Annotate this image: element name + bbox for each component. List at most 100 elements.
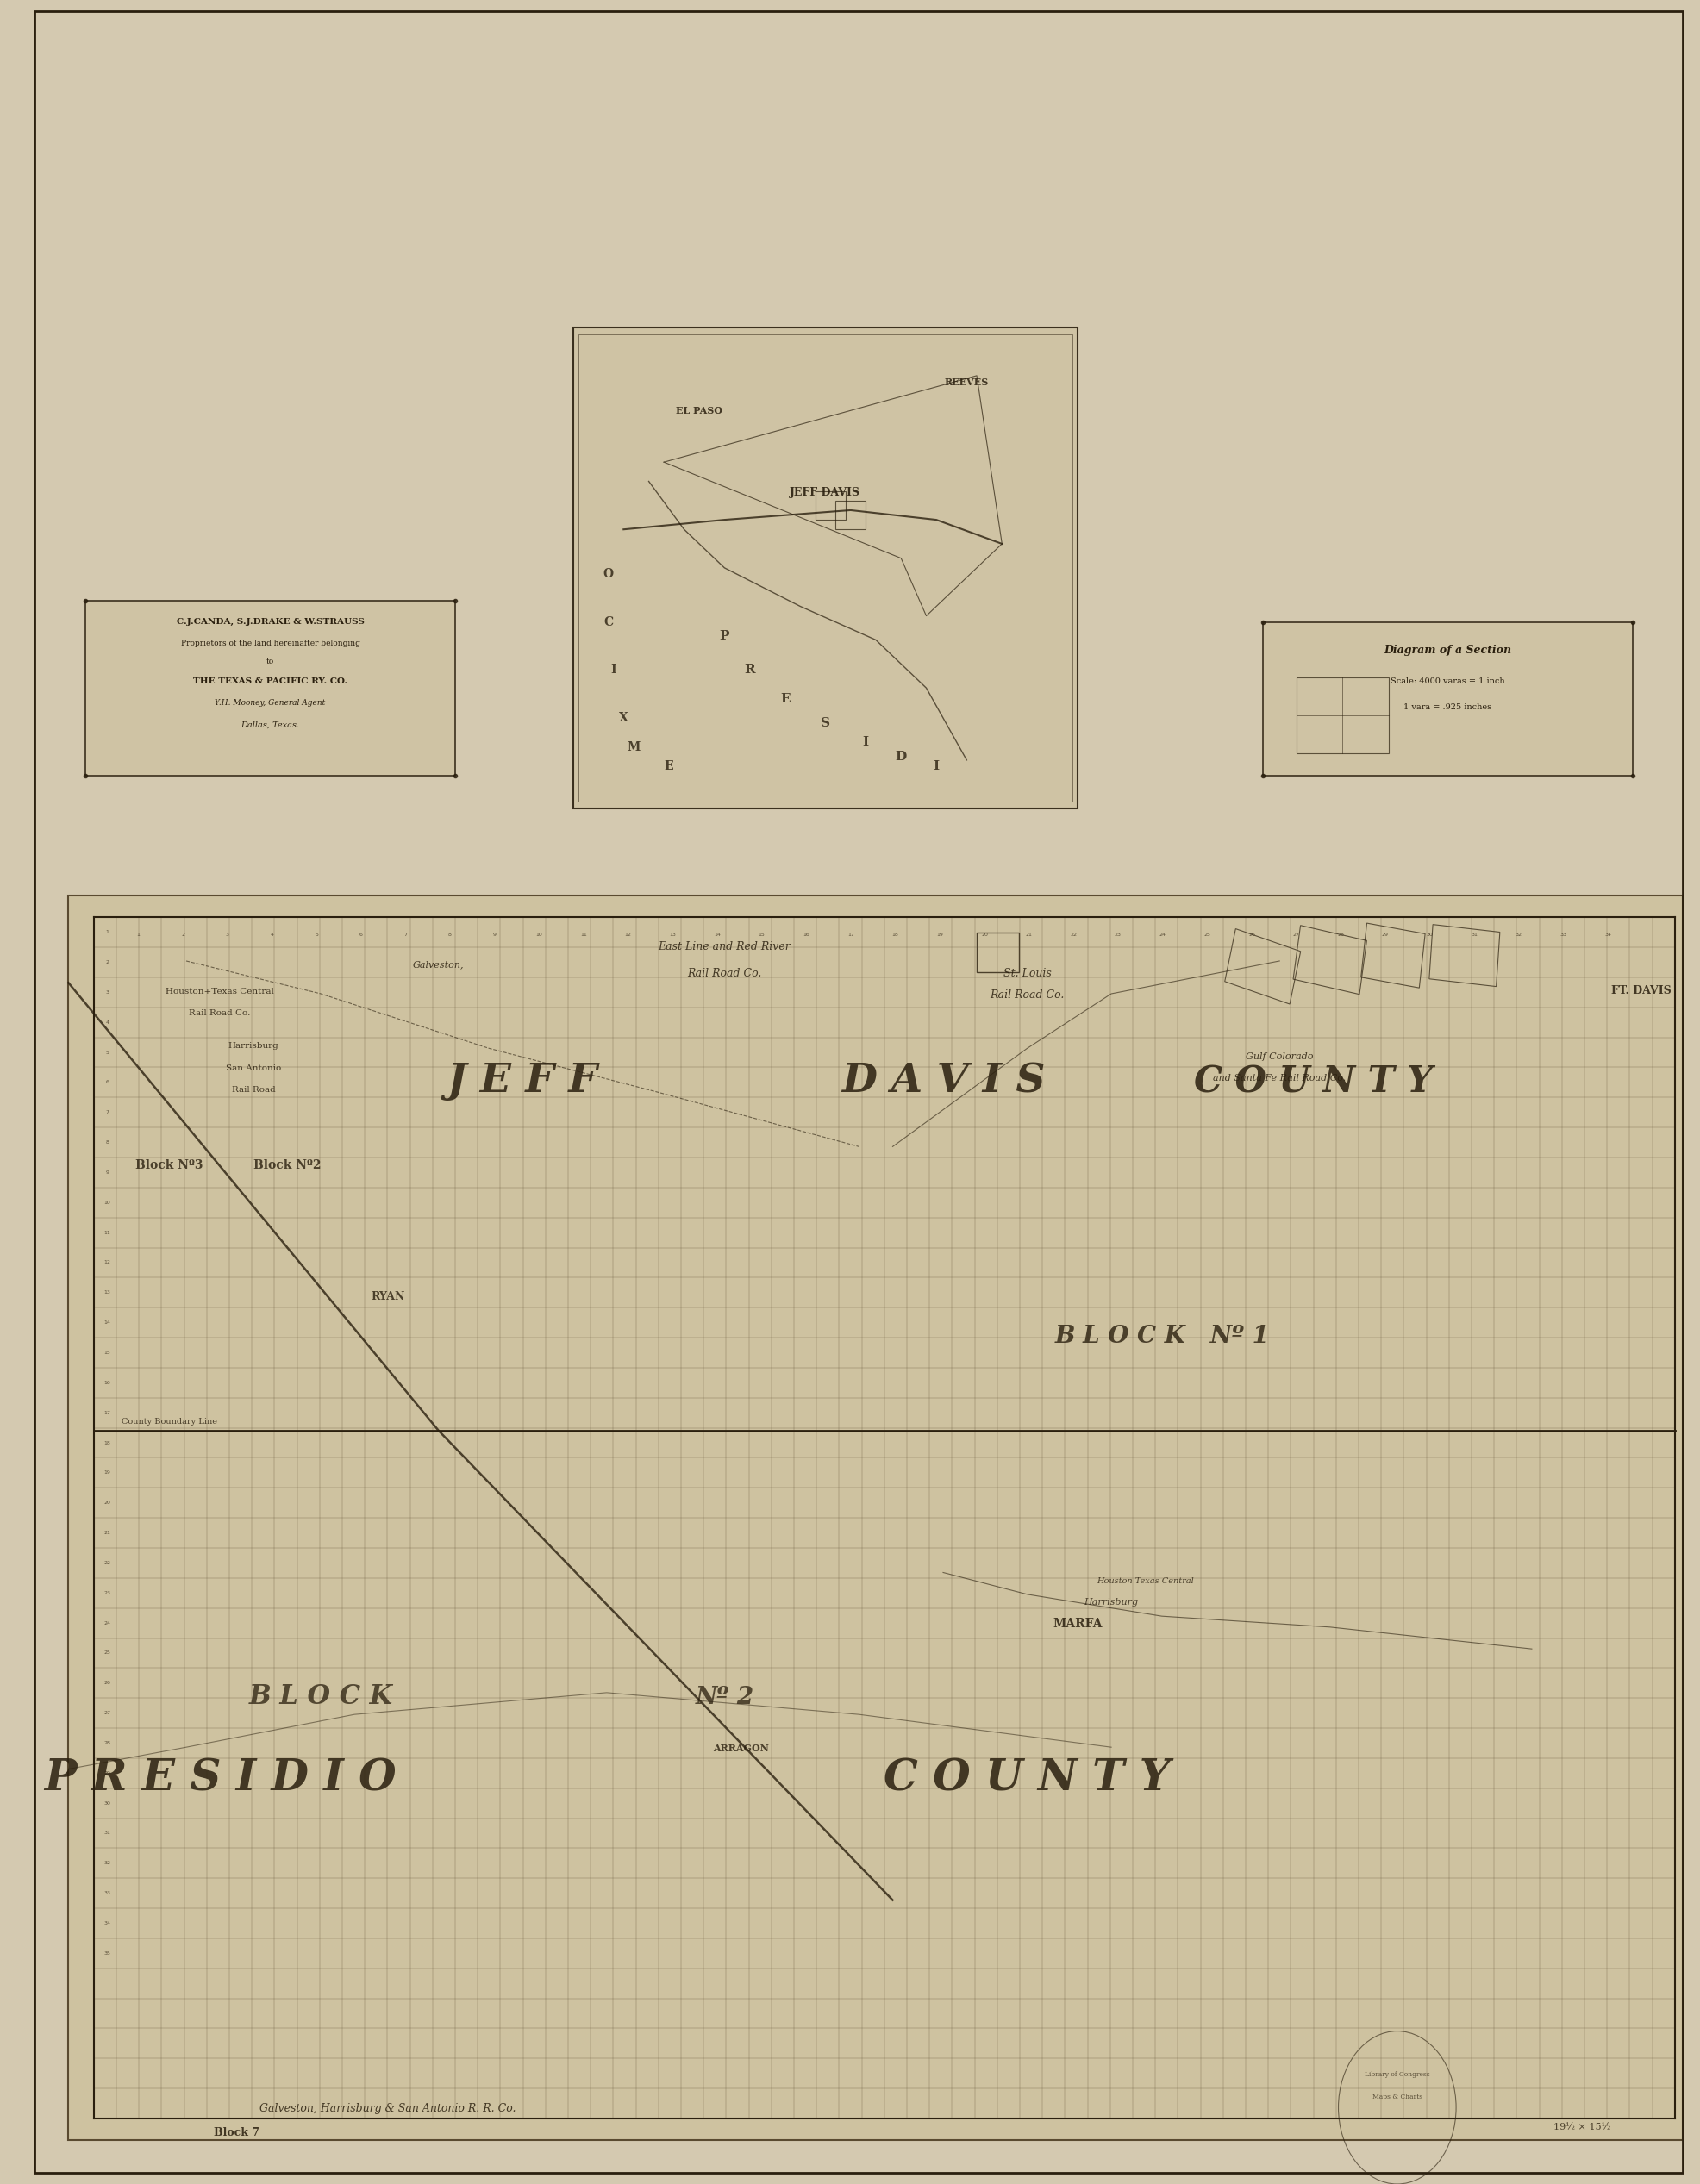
Text: Rail Road Co.: Rail Road Co. (189, 1009, 250, 1018)
Text: 5: 5 (314, 933, 318, 937)
Text: M: M (627, 740, 641, 753)
Bar (85, 601, 456, 775)
Text: Harrisburg: Harrisburg (1085, 1599, 1139, 1607)
Text: C.J.CANDA, S.J.DRAKE & W.STRAUSS: C.J.CANDA, S.J.DRAKE & W.STRAUSS (177, 618, 364, 627)
Text: Harrisburg: Harrisburg (228, 1042, 279, 1051)
Text: 11: 11 (580, 933, 586, 937)
Text: D A V I S: D A V I S (841, 1061, 1046, 1101)
Text: Library of Congress: Library of Congress (1365, 2070, 1430, 2079)
Text: 12: 12 (104, 1260, 110, 1265)
Text: 16: 16 (802, 933, 809, 937)
Text: 2: 2 (105, 961, 109, 965)
Text: 5: 5 (105, 1051, 109, 1055)
Bar (1430, 924, 1499, 987)
Text: 1 vara = .925 inches: 1 vara = .925 inches (1404, 703, 1491, 712)
Text: D: D (896, 751, 906, 762)
Text: 32: 32 (1515, 933, 1522, 937)
Text: 27: 27 (104, 1710, 110, 1714)
Text: 14: 14 (104, 1321, 110, 1326)
Bar (835, 500, 865, 529)
Text: I: I (862, 736, 869, 749)
Text: E: E (665, 760, 673, 773)
Text: Diagram of a Section: Diagram of a Section (1384, 644, 1511, 655)
Text: E: E (780, 692, 790, 705)
Text: EL PASO: EL PASO (677, 406, 722, 415)
Text: 15: 15 (758, 933, 765, 937)
Text: 13: 13 (104, 1291, 110, 1295)
Text: 33: 33 (1561, 933, 1567, 937)
Text: 21: 21 (104, 1531, 110, 1535)
Text: 3: 3 (226, 933, 230, 937)
Text: 32: 32 (104, 1861, 110, 1865)
Text: 11: 11 (104, 1230, 110, 1234)
Text: 10: 10 (535, 933, 542, 937)
Text: MARFA: MARFA (1052, 1618, 1103, 1629)
Text: 1: 1 (136, 933, 139, 937)
Text: 23: 23 (1115, 933, 1122, 937)
Text: Block Nº2: Block Nº2 (253, 1160, 321, 1171)
Text: R: R (745, 664, 755, 677)
Text: 22: 22 (104, 1562, 110, 1566)
Text: 18: 18 (104, 1441, 110, 1446)
Text: 2: 2 (182, 933, 185, 937)
Text: 30: 30 (104, 1802, 110, 1806)
Text: ARRAGON: ARRAGON (714, 1743, 768, 1754)
Text: JEFF DAVIS: JEFF DAVIS (790, 487, 860, 498)
Text: 33: 33 (104, 1891, 110, 1896)
Text: Y.H. Mooney, General Agent: Y.H. Mooney, General Agent (214, 699, 326, 708)
Text: County Boundary Line: County Boundary Line (122, 1417, 218, 1426)
Text: 29: 29 (104, 1771, 110, 1776)
Text: 19: 19 (104, 1470, 110, 1474)
Text: 16: 16 (104, 1380, 110, 1385)
Text: C O U N T Y: C O U N T Y (884, 1758, 1171, 1800)
Text: Rail Road: Rail Road (231, 1085, 275, 1094)
Text: 1: 1 (105, 930, 109, 935)
Text: 26: 26 (1248, 933, 1255, 937)
Text: San Antonio: San Antonio (226, 1064, 280, 1072)
Text: 21: 21 (1025, 933, 1032, 937)
Text: Nº 2: Nº 2 (695, 1686, 753, 1708)
Text: 18: 18 (892, 933, 899, 937)
Text: Houston Texas Central: Houston Texas Central (1096, 1577, 1193, 1586)
Text: 20: 20 (104, 1500, 110, 1505)
Text: 24: 24 (1159, 933, 1166, 937)
Bar (1294, 926, 1367, 994)
Text: 34: 34 (104, 1922, 110, 1926)
Text: 4: 4 (105, 1020, 109, 1024)
Text: FT. DAVIS: FT. DAVIS (1612, 985, 1671, 996)
Text: 9: 9 (105, 1171, 109, 1175)
Text: 35: 35 (104, 1950, 110, 1955)
Text: J E F F: J E F F (447, 1061, 598, 1101)
Text: B L O C K   Nº 1: B L O C K Nº 1 (1054, 1326, 1268, 1348)
Bar (573, 328, 1078, 808)
Text: C: C (603, 616, 614, 629)
Text: 28: 28 (104, 1741, 110, 1745)
Text: THE TEXAS & PACIFIC RY. CO.: THE TEXAS & PACIFIC RY. CO. (194, 677, 347, 686)
Text: 4: 4 (270, 933, 274, 937)
Text: 6: 6 (105, 1081, 109, 1085)
Text: Dallas, Texas.: Dallas, Texas. (241, 721, 299, 729)
Text: Galveston, Harrisburg & San Antonio R. R. Co.: Galveston, Harrisburg & San Antonio R. R… (260, 2103, 517, 2114)
Bar (977, 933, 1018, 972)
Bar (1224, 928, 1300, 1005)
Text: 30: 30 (1426, 933, 1433, 937)
Text: Maps & Charts: Maps & Charts (1372, 2092, 1423, 2101)
Text: I: I (610, 664, 617, 677)
Text: 22: 22 (1069, 933, 1078, 937)
Text: 13: 13 (670, 933, 677, 937)
Text: B L O C K: B L O C K (248, 1684, 393, 1710)
Text: Block Nº3: Block Nº3 (136, 1160, 204, 1171)
Text: Gulf Colorado: Gulf Colorado (1246, 1053, 1314, 1061)
Text: I: I (933, 760, 940, 773)
Text: 14: 14 (714, 933, 721, 937)
Text: S: S (821, 716, 830, 729)
Bar (1362, 924, 1425, 987)
Bar (1297, 677, 1389, 753)
Text: 27: 27 (1292, 933, 1300, 937)
Text: Rail Road Co.: Rail Road Co. (687, 968, 762, 978)
Text: and Santa Fe Rail Road Co.: and Santa Fe Rail Road Co. (1214, 1075, 1346, 1083)
Text: 31: 31 (104, 1830, 110, 1835)
Text: Proprietors of the land hereinafter belonging: Proprietors of the land hereinafter belo… (180, 640, 360, 649)
Text: 17: 17 (104, 1411, 110, 1415)
Bar (816, 491, 845, 520)
